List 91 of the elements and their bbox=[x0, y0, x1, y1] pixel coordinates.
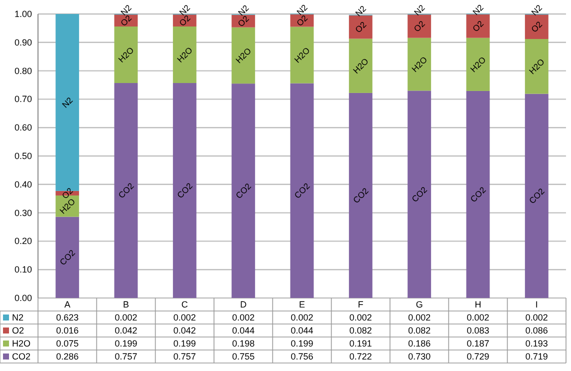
y-tick-label: 0.50 bbox=[14, 151, 32, 161]
data-label: 0.044 bbox=[290, 326, 314, 336]
y-tick-label: 0.70 bbox=[14, 94, 32, 104]
data-label: 0.729 bbox=[466, 352, 490, 362]
data-label: 0.002 bbox=[232, 312, 255, 322]
bar bbox=[466, 14, 490, 38]
x-tick-label: A bbox=[64, 300, 70, 310]
legend-label: CO2 bbox=[12, 352, 31, 362]
x-tick-label: C bbox=[181, 300, 188, 310]
bar bbox=[172, 26, 196, 84]
x-tick-label: F bbox=[358, 300, 364, 310]
text: N2 bbox=[470, 2, 486, 18]
data-label: 0.002 bbox=[349, 312, 372, 322]
bar bbox=[172, 83, 196, 298]
bar bbox=[114, 83, 138, 298]
bar bbox=[466, 38, 490, 91]
bar bbox=[114, 26, 138, 84]
bar bbox=[232, 27, 256, 84]
text: O2 bbox=[412, 18, 427, 34]
y-tick-label: 0.40 bbox=[14, 179, 32, 190]
data-label: 0.730 bbox=[408, 352, 431, 362]
data-label: 0.002 bbox=[114, 312, 138, 322]
bar bbox=[348, 15, 372, 39]
data-label: 0.075 bbox=[56, 338, 79, 348]
text: N2 bbox=[412, 2, 427, 18]
legend-label: O2 bbox=[12, 326, 24, 336]
data-label: 0.187 bbox=[466, 338, 490, 348]
data-label: 0.082 bbox=[349, 326, 372, 336]
text: O2 bbox=[470, 18, 486, 34]
x-tick-label: B bbox=[122, 300, 130, 310]
y-tick-label: 0.60 bbox=[14, 122, 32, 133]
data-label: 0.186 bbox=[408, 338, 431, 348]
data-label: 0.016 bbox=[56, 326, 79, 336]
y-tick-label: 1.00 bbox=[14, 9, 32, 19]
data-label: 0.286 bbox=[56, 352, 79, 362]
bar bbox=[290, 83, 314, 298]
data-label: 0.722 bbox=[349, 352, 372, 362]
text: N2 bbox=[60, 95, 75, 110]
data-label: 0.044 bbox=[232, 326, 255, 336]
data-label: 0.002 bbox=[290, 312, 314, 322]
text: O2 bbox=[529, 19, 544, 34]
data-label: 0.083 bbox=[466, 326, 490, 336]
data-label: 0.002 bbox=[173, 312, 196, 322]
y-tick-label: 0.80 bbox=[14, 66, 32, 76]
bar bbox=[232, 84, 256, 298]
data-label: 0.002 bbox=[525, 312, 548, 322]
data-label: 0.042 bbox=[114, 326, 138, 336]
bar bbox=[524, 14, 548, 39]
x-tick-label: E bbox=[298, 300, 306, 310]
x-tick-label: G bbox=[416, 300, 423, 310]
data-label: 0.719 bbox=[525, 352, 548, 362]
data-label: 0.193 bbox=[525, 338, 548, 348]
x-tick-label: H bbox=[474, 300, 482, 310]
bar bbox=[290, 26, 314, 84]
y-tick-label: 0.20 bbox=[14, 236, 32, 246]
data-label: 0.199 bbox=[114, 338, 138, 348]
text: O2 bbox=[236, 14, 251, 29]
data-label: 0.755 bbox=[232, 352, 255, 362]
text: N2 bbox=[529, 2, 544, 18]
x-tick-label: I bbox=[535, 300, 538, 310]
data-label: 0.002 bbox=[408, 312, 431, 322]
data-label: 0.191 bbox=[349, 338, 372, 348]
bar bbox=[524, 94, 548, 298]
y-tick-label: 0.30 bbox=[14, 208, 32, 218]
bar bbox=[524, 38, 548, 94]
bar bbox=[408, 14, 432, 38]
x-tick-label: D bbox=[240, 300, 248, 310]
y-tick-label: 0.10 bbox=[14, 264, 32, 275]
data-label: 0.757 bbox=[173, 352, 196, 362]
data-label: 0.086 bbox=[525, 326, 548, 336]
bar bbox=[348, 38, 372, 93]
data-label: 0.756 bbox=[290, 352, 314, 362]
legend-label: H2O bbox=[12, 338, 31, 348]
bar bbox=[466, 90, 490, 298]
legend-label: N2 bbox=[12, 312, 24, 322]
data-label: 0.042 bbox=[173, 326, 196, 336]
data-label: 0.082 bbox=[408, 326, 431, 336]
data-label: 0.623 bbox=[56, 312, 79, 322]
y-tick-label: 0.00 bbox=[14, 293, 32, 303]
bar bbox=[348, 92, 372, 298]
data-label: 0.199 bbox=[290, 338, 314, 348]
data-label: 0.002 bbox=[466, 312, 490, 322]
text: O2 bbox=[353, 20, 368, 35]
text: N2 bbox=[353, 3, 368, 18]
bar bbox=[56, 216, 80, 298]
data-label: 0.198 bbox=[232, 338, 255, 348]
bar bbox=[408, 90, 432, 298]
data-label: 0.199 bbox=[173, 338, 196, 348]
y-tick-label: 0.90 bbox=[14, 37, 32, 48]
bar bbox=[408, 38, 432, 91]
data-label: 0.757 bbox=[114, 352, 138, 362]
